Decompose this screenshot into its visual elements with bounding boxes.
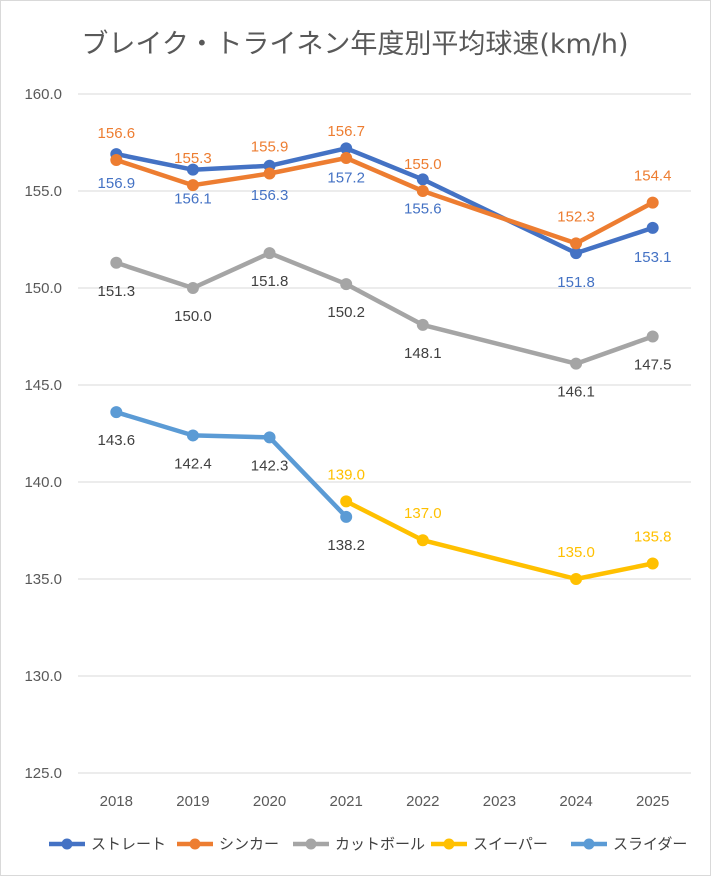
y-tick-label: 140.0 <box>24 474 62 491</box>
x-tick-label: 2018 <box>100 793 133 810</box>
y-tick-label: 160.0 <box>24 86 62 103</box>
data-label: 156.9 <box>98 175 136 192</box>
data-point <box>340 152 353 165</box>
data-label: 148.1 <box>404 345 442 362</box>
data-point <box>340 278 353 291</box>
x-tick-label: 2021 <box>330 793 363 810</box>
data-label: 155.6 <box>404 200 442 217</box>
legend-swatch-marker <box>189 838 201 850</box>
legend-item: スイーパー <box>431 835 548 853</box>
legend-label: シンカー <box>219 835 279 853</box>
legend-item: ストレート <box>49 835 166 853</box>
data-point <box>416 318 429 331</box>
legend-label: カットボール <box>335 835 425 853</box>
data-label: 153.1 <box>634 249 672 266</box>
x-tick-label: 2022 <box>406 793 439 810</box>
y-tick-label: 130.0 <box>24 668 62 685</box>
data-label: 154.4 <box>634 168 672 185</box>
series-lines <box>110 142 659 585</box>
data-point <box>646 221 659 234</box>
data-point <box>570 573 583 585</box>
legend: ストレート シンカー カットボール スイーパー スライダー <box>49 835 687 853</box>
legend-item: カットボール <box>293 835 425 853</box>
data-label: 138.2 <box>327 537 365 554</box>
data-label: 135.8 <box>634 528 672 545</box>
legend-label: スイーパー <box>473 835 548 853</box>
legend-item: スライダー <box>571 835 687 853</box>
legend-swatch-marker <box>305 838 317 850</box>
chart-title: ブレイク・トライネン年度別平均球速(km/h) <box>81 29 628 60</box>
data-point <box>263 247 276 260</box>
data-point <box>110 406 123 419</box>
data-point <box>110 153 123 166</box>
data-label: 150.0 <box>174 308 212 325</box>
legend-item: シンカー <box>177 835 279 853</box>
y-tick-label: 125.0 <box>24 765 62 782</box>
data-point <box>646 557 659 570</box>
axes: 125.0 130.0 135.0 140.0 145.0 150.0 155.0 160.0… <box>24 86 669 810</box>
y-tick-label: 155.0 <box>24 183 62 200</box>
data-point <box>186 282 199 294</box>
data-point <box>570 237 583 250</box>
data-point <box>570 357 583 370</box>
data-label: 157.2 <box>327 169 365 186</box>
data-label: 156.6 <box>98 125 136 142</box>
data-label: 143.6 <box>98 432 136 449</box>
data-label: 156.7 <box>327 123 365 140</box>
data-point <box>416 173 429 186</box>
data-label: 151.8 <box>251 273 289 290</box>
data-point <box>416 185 429 197</box>
data-label: 156.1 <box>174 191 212 208</box>
data-label: 155.0 <box>404 156 442 173</box>
data-point <box>186 429 199 442</box>
data-point <box>646 196 659 209</box>
series-line <box>343 499 655 582</box>
y-tick-label: 145.0 <box>24 377 62 394</box>
legend-swatch-marker <box>61 838 73 850</box>
x-tick-label: 2019 <box>176 793 209 810</box>
data-label: 155.3 <box>174 150 212 167</box>
data-labels: 156.9 156.1 156.3 157.2 155.6 151.8 153.1 156.6… <box>98 123 672 561</box>
data-label: 137.0 <box>404 505 442 522</box>
data-point <box>110 256 123 269</box>
data-label: 156.3 <box>251 187 289 204</box>
data-point <box>340 510 353 523</box>
legend-swatch-marker <box>443 838 455 850</box>
data-point <box>186 163 199 176</box>
data-point <box>263 431 276 444</box>
legend-swatch-marker <box>583 838 595 850</box>
data-label: 152.3 <box>557 208 595 225</box>
data-label: 151.3 <box>98 283 136 300</box>
series-line <box>114 409 349 520</box>
legend-label: ストレート <box>91 835 166 853</box>
data-point <box>263 167 276 180</box>
data-label: 150.2 <box>327 304 365 321</box>
legend-label: スライダー <box>613 835 687 853</box>
data-label: 146.1 <box>557 384 595 401</box>
x-tick-label: 2025 <box>636 793 669 810</box>
y-tick-label: 135.0 <box>24 571 62 588</box>
data-label: 142.4 <box>174 455 212 472</box>
data-label: 135.0 <box>557 544 595 561</box>
gridlines <box>78 93 691 774</box>
data-label: 142.3 <box>251 457 289 474</box>
data-label: 151.8 <box>557 274 595 291</box>
x-tick-label: 2024 <box>559 793 592 810</box>
y-tick-label: 150.0 <box>24 280 62 297</box>
data-label: 139.0 <box>327 466 365 483</box>
x-tick-label: 2020 <box>253 793 286 810</box>
x-tick-label: 2023 <box>483 793 516 810</box>
data-point <box>416 534 429 547</box>
data-point <box>340 495 353 508</box>
data-point <box>186 179 199 192</box>
data-point <box>646 330 659 343</box>
data-label: 155.9 <box>251 139 289 156</box>
data-label: 147.5 <box>634 357 672 374</box>
